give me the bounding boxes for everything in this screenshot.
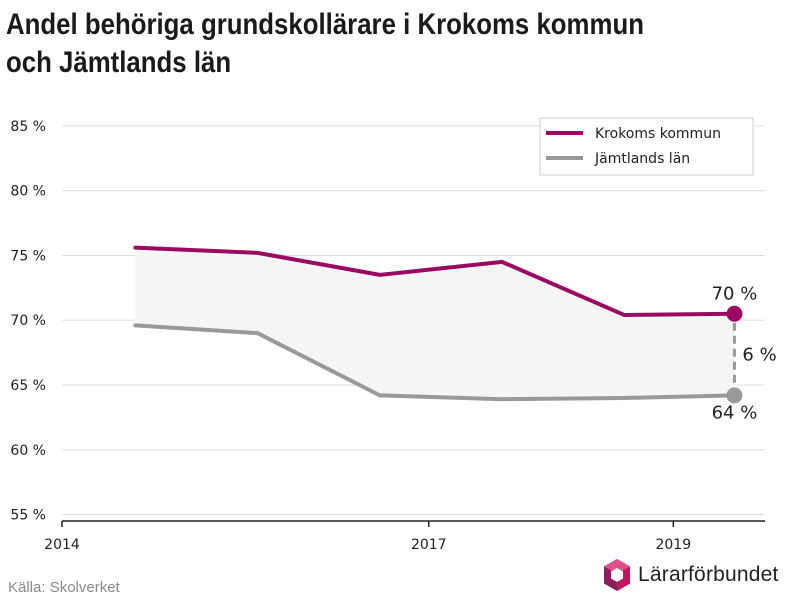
end-label-difference: 6 % [742,345,776,366]
end-annotations: 70 % 64 % 6 % [712,284,777,424]
end-label-krokom: 70 % [712,284,758,305]
end-point-krokom [726,305,743,322]
chart-title: Andel behöriga grundskollärare i Krokoms… [6,8,644,79]
y-tick-label-65: 65 % [10,378,46,394]
end-label-jamtland: 64 % [712,402,758,423]
y-tick-label-75: 75 % [10,248,46,264]
y-tick-label-60: 60 % [10,443,46,459]
x-tick-label-2014: 2014 [44,537,80,553]
y-tick-label-70: 70 % [10,313,46,329]
source-note: Källa: Skolverket [8,579,120,596]
brand-name: Lärarförbundet [638,563,779,586]
x-tick-label-2017: 2017 [411,537,447,553]
series-lines [133,245,737,402]
legend-label-krokom: Krokoms kommun [595,126,721,142]
brand-logo: Lärarförbundet [602,558,779,592]
y-tick-label-85: 85 % [10,119,46,135]
end-point-jamtland [726,387,743,404]
legend-box [539,117,754,176]
y-tick-label-55: 55 % [10,508,46,524]
x-tick-label-2019: 2019 [655,537,691,553]
legend: Krokoms kommun Jämtlands län [539,117,754,176]
y-axis-tick-labels: 55 % 60 % 65 % 70 % 75 % 80 % 85 % [10,119,46,524]
series-line-jamtland [133,323,737,402]
difference-band [135,247,735,400]
x-axis-ticks: 2014 2017 2019 [44,521,691,553]
lararforbundet-logo-icon [604,559,630,591]
legend-label-jamtland: Jämtlands län [594,151,690,167]
series-line-krokom [133,245,737,318]
y-tick-label-80: 80 % [10,184,46,200]
